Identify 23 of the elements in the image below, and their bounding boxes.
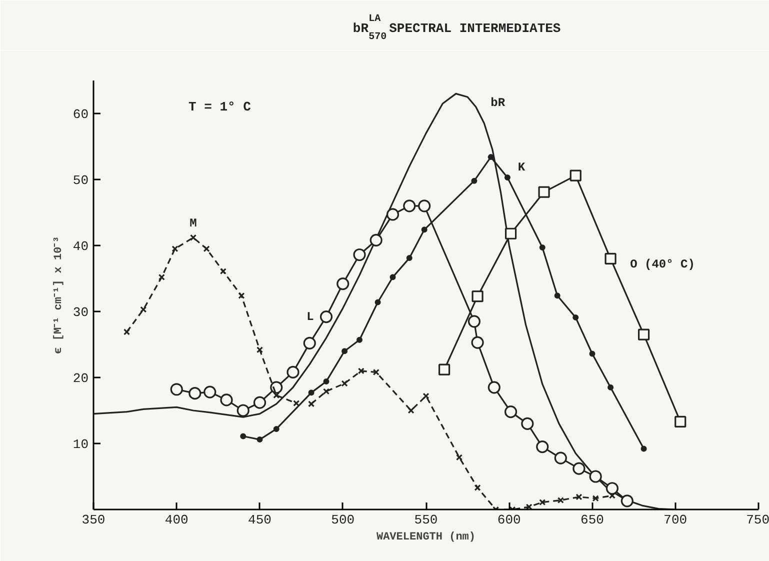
series-label: M [190, 216, 197, 231]
x-tick-label: 450 [248, 512, 272, 528]
series-label: bR [490, 96, 506, 110]
x-tick-label: 600 [497, 512, 521, 528]
y-axis-title: ϵ [M⁻¹ cm⁻¹] x 10⁻³ [52, 236, 65, 354]
series-label: L [306, 310, 314, 324]
annotation: T = 1° C [188, 100, 252, 114]
x-axis-title: WAVELENGTH (nm) [376, 532, 476, 544]
y-tick-label: 40 [72, 239, 89, 254]
y-tick-label: 10 [72, 437, 89, 452]
y-tick-label: 60 [72, 107, 89, 122]
series-label: K [518, 160, 526, 175]
x-tick-label: 650 [580, 512, 604, 528]
x-tick-label: 350 [82, 512, 106, 528]
x-tick-label: 750 [746, 512, 769, 528]
y-tick-label: 20 [72, 371, 89, 386]
x-tick-label: 500 [331, 512, 355, 528]
series-label: O (40° C) [630, 258, 695, 272]
x-tick-label: 400 [164, 512, 188, 528]
y-tick-label: 50 [72, 173, 89, 188]
x-tick-label: 550 [414, 512, 438, 528]
y-tick-label: 30 [72, 305, 89, 320]
x-tick-label: 700 [664, 512, 688, 528]
